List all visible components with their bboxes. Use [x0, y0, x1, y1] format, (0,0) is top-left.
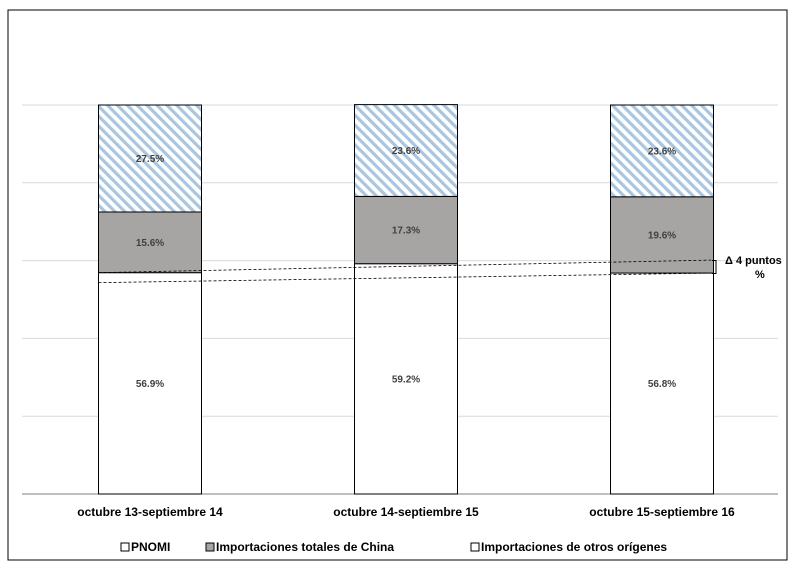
bars	[98, 104, 714, 495]
legend-swatch-pnomi	[120, 542, 130, 552]
legend-swatch-otros	[470, 542, 480, 552]
data-label-otros: 27.5%	[136, 154, 164, 165]
legend: PNOMI Importaciones totales de China Imp…	[120, 540, 667, 554]
bar-segment-otros	[610, 104, 714, 198]
bar-segment-otros	[98, 104, 202, 213]
legend-swatch-china	[205, 542, 215, 552]
data-label-china: 17.3%	[392, 226, 420, 237]
bar-segment-otros	[354, 104, 458, 197]
category-labels: octubre 13-septiembre 14 octubre 14-septi…	[77, 505, 735, 519]
data-label-china: 19.6%	[648, 230, 676, 241]
delta-annotation: Δ 4 puntos %	[712, 255, 782, 281]
data-label-otros: 23.6%	[392, 146, 420, 157]
legend-label-pnomi: PNOMI	[131, 540, 170, 554]
category-label: octubre 14-septiembre 15	[333, 505, 479, 519]
segment-labels: 56.9% 15.6% 27.5% 59.2% 17.3% 23.6% 56.8% 19.6%…	[136, 146, 676, 390]
legend-label-otros: Importaciones de otros orígenes	[481, 540, 667, 554]
annotation-text-line1: Δ 4 puntos	[725, 255, 782, 267]
bar-segment-pnomi	[610, 272, 714, 495]
data-label-china: 15.6%	[136, 238, 164, 249]
bar-segment-pnomi	[98, 272, 202, 495]
data-label-pnomi: 59.2%	[392, 374, 420, 385]
bar-segment-pnomi	[354, 263, 458, 495]
category-label: octubre 13-septiembre 14	[77, 505, 223, 519]
data-label-pnomi: 56.8%	[648, 379, 676, 390]
annotation-bracket	[712, 260, 717, 274]
connector-line-upper	[98, 259, 714, 274]
annotation-text-line2: %	[755, 269, 765, 281]
category-label: octubre 15-septiembre 16	[589, 505, 735, 519]
data-label-otros: 23.6%	[648, 146, 676, 157]
connector-line-lower	[98, 272, 714, 284]
bar-segment-china	[98, 211, 202, 274]
data-label-pnomi: 56.9%	[136, 379, 164, 390]
connector-lines	[98, 259, 714, 284]
bar-segment-china	[354, 195, 458, 265]
legend-label-china: Importaciones totales de China	[216, 540, 394, 554]
